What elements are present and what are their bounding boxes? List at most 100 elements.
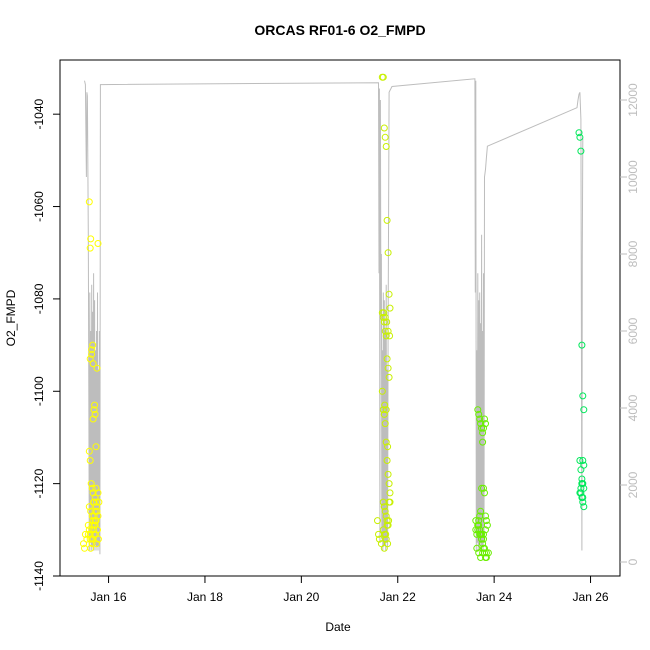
data-point [479,438,487,446]
data-point [578,480,586,488]
data-point [385,498,393,506]
data-point [476,530,484,538]
data-point [80,540,87,548]
data-point [482,554,490,561]
y-tick-label: -1080 [32,283,46,314]
y2-tick-label: 12000 [626,83,640,117]
data-point [91,410,99,418]
data-point [473,544,481,552]
data-point [480,535,487,543]
data-point [380,318,388,326]
data-point [94,489,102,497]
data-point [384,249,392,257]
data-point [481,544,488,552]
data-point [92,484,100,492]
data-point [382,438,390,446]
data-point [478,530,486,538]
data-point [384,327,392,335]
y2-tick-label: 0 [626,558,640,565]
data-point [482,512,489,520]
data-point [382,530,390,538]
data-point [89,535,97,543]
y2-tick-label: 6000 [626,317,640,344]
y-tick-label: -1040 [32,99,46,130]
data-point [578,341,586,349]
data-point [380,410,388,418]
data-point [93,540,100,548]
x-tick-label: Jan 20 [283,590,319,604]
data-point [88,346,96,354]
data-point [576,133,584,141]
y-tick-label: -1140 [32,561,46,591]
data-point [384,540,392,548]
data-point [386,304,394,312]
data-point [478,424,486,432]
data-point [385,480,393,488]
data-point [84,530,92,538]
data-point [381,133,389,141]
data-point [580,461,588,469]
data-point [482,549,490,557]
data-point [579,457,587,464]
data-point [577,489,585,497]
x-axis-label: Date [325,620,351,634]
y2-axis: 0 2000 4000 6000 8000 10000 12000 [620,83,640,565]
data-point [85,503,93,511]
data-point [378,387,386,395]
data-point [382,143,390,150]
data-point [474,521,482,529]
data-point [475,410,483,418]
data-point [383,355,391,363]
data-point [89,517,97,525]
data-point [384,364,392,372]
data-point [380,503,388,511]
data-point [86,244,94,252]
data-point [93,498,100,506]
data-point [577,147,585,155]
data-point [476,526,484,534]
data-point [85,198,93,206]
data-point [482,517,490,525]
data-point [579,494,587,501]
data-point [382,332,390,340]
data-point [482,420,489,428]
data-point [94,535,102,543]
data-point [93,364,101,372]
y2-tick-label: 2000 [626,471,640,498]
data-point [380,544,388,552]
x-tick-label: Jan 18 [187,590,223,604]
data-point [381,313,389,321]
data-point [477,420,485,428]
data-point [90,526,98,534]
data-point [474,406,482,414]
data-point [384,470,392,478]
data-point [89,415,97,423]
data-point [383,216,391,224]
data-point [375,535,383,543]
y2-tick-label: 4000 [626,394,640,421]
x-tick-label: Jan 26 [573,590,609,604]
data-point [81,530,89,538]
data-point [382,406,390,414]
data-point [379,73,387,81]
data-point [483,521,491,529]
data-point [88,350,96,358]
y2-tick-label: 8000 [626,240,640,267]
y-tick-label: -1120 [32,468,46,498]
data-point [86,535,94,543]
data-point [385,517,393,525]
data-point [579,392,587,400]
data-point [88,484,96,492]
data-point [380,124,388,132]
data-point [380,309,388,317]
data-point [575,129,583,137]
data-point [481,489,488,497]
data-point [87,544,95,552]
data-point [381,401,389,409]
data-point [86,457,94,464]
data-point [478,535,486,543]
data-point [475,549,483,557]
data-point [481,415,488,423]
